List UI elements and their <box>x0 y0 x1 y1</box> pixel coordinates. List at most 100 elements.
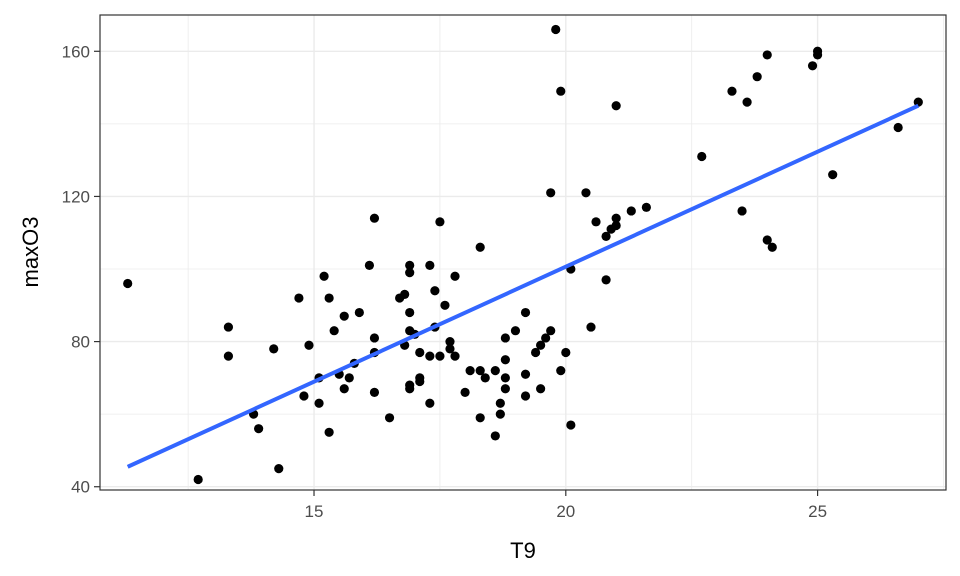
data-point <box>405 384 415 394</box>
data-point <box>551 24 561 35</box>
data-point <box>294 293 304 303</box>
data-point <box>269 344 279 354</box>
data-point <box>490 366 500 376</box>
major-gridlines <box>100 15 946 490</box>
y-tick-label: 80 <box>71 333 90 352</box>
data-point <box>510 326 521 336</box>
data-point <box>425 351 435 361</box>
data-point <box>274 463 284 474</box>
data-point <box>329 326 339 336</box>
data-point <box>480 373 490 383</box>
data-point <box>369 333 380 343</box>
data-point <box>460 387 470 397</box>
data-point <box>223 322 234 332</box>
data-point <box>123 278 133 289</box>
data-point <box>304 340 314 350</box>
data-point <box>913 97 923 107</box>
data-point <box>626 206 636 216</box>
x-axis-ticks: 15 20 25 <box>305 490 827 521</box>
data-point <box>425 260 435 270</box>
data-point <box>762 235 772 245</box>
data-point <box>536 340 546 350</box>
data-point <box>601 231 611 241</box>
data-point <box>400 289 410 300</box>
data-point <box>601 275 611 285</box>
data-points <box>123 24 923 485</box>
data-point <box>541 333 551 343</box>
x-axis-title: T9 <box>510 538 536 563</box>
data-point <box>697 151 707 162</box>
data-point <box>223 351 234 361</box>
data-point <box>415 347 425 358</box>
data-point <box>405 307 415 318</box>
data-point <box>445 336 455 347</box>
y-tick-label: 120 <box>62 187 90 206</box>
data-point <box>465 366 475 376</box>
data-point <box>425 398 435 408</box>
data-point <box>435 351 445 361</box>
data-point <box>445 344 455 354</box>
panel-background <box>100 15 946 490</box>
data-point <box>299 391 309 401</box>
data-point <box>430 286 440 296</box>
data-point <box>611 213 621 223</box>
data-point <box>450 271 460 281</box>
x-tick-label: 15 <box>305 502 324 521</box>
data-point <box>450 351 460 361</box>
data-point <box>611 220 621 231</box>
data-point <box>369 387 380 397</box>
data-point <box>475 366 485 376</box>
x-tick-label: 25 <box>808 502 827 521</box>
data-point <box>440 300 450 310</box>
data-point <box>893 122 903 133</box>
data-point <box>490 431 500 441</box>
data-point <box>384 413 395 423</box>
regression-line <box>126 103 920 469</box>
data-point <box>193 474 203 485</box>
data-point <box>324 427 334 437</box>
data-point <box>319 271 329 281</box>
data-point <box>369 213 380 223</box>
data-point <box>536 384 546 394</box>
data-point <box>339 384 349 394</box>
data-point <box>435 217 445 227</box>
data-point <box>556 86 566 96</box>
data-point <box>495 398 505 408</box>
data-point <box>737 206 747 216</box>
data-point <box>546 326 556 336</box>
data-point <box>500 355 510 365</box>
data-point <box>475 242 485 252</box>
data-point <box>727 86 737 96</box>
data-point <box>556 366 566 376</box>
data-point <box>767 242 777 252</box>
data-point <box>591 217 601 227</box>
data-point <box>742 97 752 107</box>
data-point <box>752 72 762 82</box>
data-point <box>828 170 838 180</box>
data-point <box>611 101 621 111</box>
y-tick-label: 160 <box>62 42 90 61</box>
data-point <box>812 50 823 60</box>
data-point <box>566 420 576 430</box>
data-point <box>405 260 415 270</box>
x-tick-label: 20 <box>556 502 575 521</box>
data-point <box>500 373 510 383</box>
data-point <box>520 391 531 401</box>
data-point <box>314 398 324 408</box>
data-point <box>500 384 510 394</box>
data-point <box>475 413 485 423</box>
data-point <box>344 373 354 383</box>
data-point <box>641 202 651 212</box>
data-point <box>807 61 818 71</box>
data-point <box>546 188 556 198</box>
y-tick-label: 40 <box>71 478 90 497</box>
y-axis-ticks: 40 80 120 160 <box>62 42 100 497</box>
data-point <box>405 268 415 278</box>
data-point <box>500 333 510 343</box>
data-point <box>530 347 541 358</box>
data-point <box>495 409 505 419</box>
data-point <box>324 293 334 303</box>
data-point <box>561 347 571 358</box>
data-point <box>415 376 425 387</box>
